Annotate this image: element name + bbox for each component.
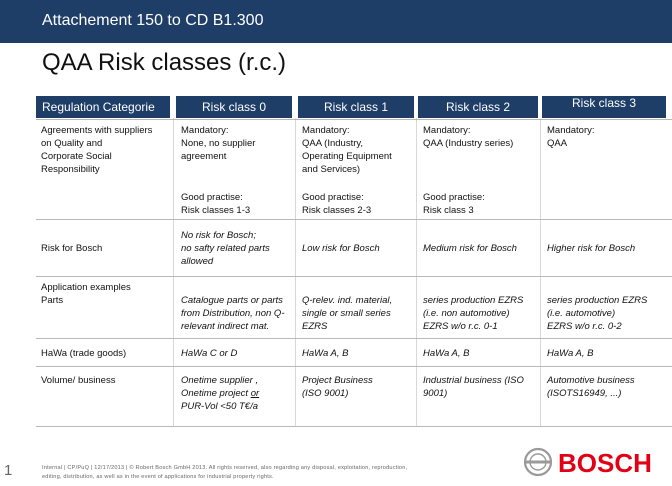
page-title: QAA Risk classes (r.c.) — [42, 49, 287, 76]
column-header-regulation: Regulation Categorie — [36, 96, 170, 118]
column-divider — [416, 118, 417, 426]
table-cell: HaWa A, B — [423, 348, 470, 359]
table-cell: Onetime supplier , Onetime project or PU… — [181, 374, 259, 413]
table-cell: No risk for Bosch; no safty related part… — [181, 230, 270, 267]
column-header-label: Risk class 2 — [445, 100, 510, 114]
row-label-hawa: HaWa (trade goods) — [41, 348, 127, 359]
row-divider — [36, 219, 672, 220]
bosch-logo-icon: BOSCH — [523, 447, 652, 478]
column-header-label: Regulation Categorie — [42, 100, 155, 114]
table-cell: HaWa A, B — [547, 348, 594, 359]
table-cell: Automotive business (ISOTS16949, ...) — [547, 375, 635, 399]
bosch-logo: BOSCH — [518, 446, 662, 478]
table-cell: Low risk for Bosch — [302, 243, 380, 254]
footer-line: Internal | CP/PuQ | 12/17/2013 | © Rober… — [42, 465, 408, 471]
table-cell: series production EZRS (i.e. automotive)… — [547, 295, 648, 332]
column-header-risk-class-1: Risk class 1 — [298, 96, 414, 118]
table-cell: HaWa C or D — [181, 348, 238, 359]
column-header-label: Risk class 3 — [571, 96, 636, 110]
table-cell: Mandatory: QAA (Industry, Operating Equi… — [302, 125, 392, 175]
table-cell: Mandatory: QAA (Industry series) — [423, 125, 514, 149]
row-divider — [36, 119, 672, 120]
row-divider — [36, 426, 672, 427]
row-divider — [36, 338, 672, 339]
row-label-application: Application examples Parts — [41, 282, 131, 306]
table-cell: Good practise: Risk class 3 — [423, 192, 485, 216]
table-cell: Mandatory: None, no supplier agreement — [181, 125, 256, 162]
row-label-risk: Risk for Bosch — [41, 243, 103, 254]
footer-legal: Internal | CP/PuQ | 12/17/2013 | © Rober… — [42, 464, 407, 482]
cell-text-tail: PUR-Vol <50 T€/a — [181, 401, 259, 412]
logo-text: BOSCH — [558, 448, 652, 478]
table-cell: Higher risk for Bosch — [547, 243, 636, 254]
table-cell: Medium risk for Bosch — [423, 243, 517, 254]
row-divider — [36, 276, 672, 277]
column-header-risk-class-2: Risk class 2 — [418, 96, 538, 118]
table-cell: Catalogue parts or parts from Distributi… — [181, 295, 285, 332]
table-cell: Q-relev. ind. material, single or small … — [302, 295, 393, 332]
top-banner: Attachement 150 to CD B1.300 — [0, 0, 672, 43]
column-header-risk-class-0: Risk class 0 — [176, 96, 292, 118]
column-divider — [295, 118, 296, 426]
table-cell: Good practise: Risk classes 1-3 — [181, 192, 251, 216]
column-divider — [173, 118, 174, 426]
footer-line: editing, distribution, as well as in the… — [42, 474, 274, 480]
page-number: 1 — [4, 462, 13, 479]
table-cell: HaWa A, B — [302, 348, 349, 359]
column-divider — [540, 118, 541, 426]
column-header-label: Risk class 0 — [201, 100, 266, 114]
table-cell: Industrial business (ISO 9001) — [423, 375, 524, 399]
row-label-agreements: Agreements with suppliers on Quality and… — [41, 125, 153, 175]
table-cell: Mandatory: QAA — [547, 125, 595, 149]
table-cell: Project Business (ISO 9001) — [302, 375, 373, 399]
row-label-volume: Volume/ business — [41, 375, 116, 386]
column-header-risk-class-3: Risk class 3 — [542, 96, 666, 118]
cell-text: Onetime supplier , Onetime project — [181, 375, 259, 399]
row-divider — [36, 366, 672, 367]
document-title: Attachement 150 to CD B1.300 — [42, 12, 264, 29]
column-header-label: Risk class 1 — [323, 100, 388, 114]
table-cell: series production EZRS (i.e. non automot… — [423, 295, 524, 332]
table-cell: Good practise: Risk classes 2-3 — [302, 192, 372, 216]
cell-text-or: or — [250, 388, 260, 399]
